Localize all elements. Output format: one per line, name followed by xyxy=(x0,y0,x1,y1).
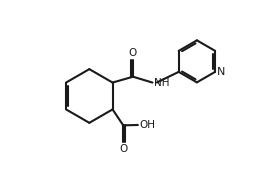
Text: O: O xyxy=(129,48,137,58)
Text: O: O xyxy=(119,144,128,154)
Text: N: N xyxy=(217,67,225,77)
Text: OH: OH xyxy=(139,120,155,130)
Text: NH: NH xyxy=(154,78,169,88)
